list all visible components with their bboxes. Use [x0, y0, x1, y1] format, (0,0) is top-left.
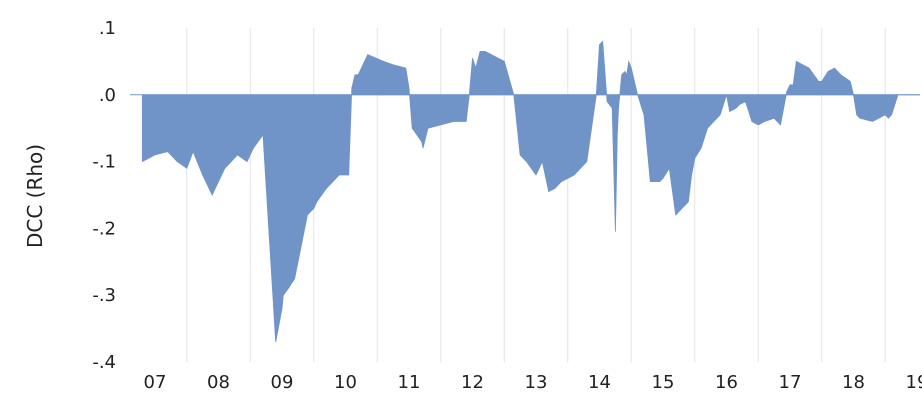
x-tick-label: 10: [334, 372, 357, 393]
x-tick-label: 18: [842, 372, 865, 393]
y-tick-label: -.3: [92, 285, 116, 306]
x-tick-label: 11: [398, 372, 421, 393]
y-tick-label: -.1: [92, 152, 116, 173]
x-tick-label: 12: [461, 372, 484, 393]
y-tick-label: .0: [99, 85, 116, 106]
x-tick-label: 09: [271, 372, 294, 393]
y-axis-ticks: .1 .0 -.1 -.2 -.3 -.4: [92, 18, 116, 373]
dcc-area-series: [141, 40, 920, 343]
x-tick-label: 17: [779, 372, 802, 393]
y-tick-label: -.2: [92, 218, 116, 239]
x-tick-label: 13: [525, 372, 548, 393]
x-tick-label: 14: [588, 372, 611, 393]
series-area: [130, 40, 920, 343]
x-axis-ticks: 07 08 09 10 11 12 13 14 15 16 17 18 19: [144, 372, 922, 393]
x-tick-label: 07: [144, 372, 167, 393]
x-tick-label: 08: [207, 372, 230, 393]
y-axis-title: DCC (Rho): [23, 144, 47, 248]
x-tick-label: 19: [906, 372, 922, 393]
x-tick-label: 16: [715, 372, 738, 393]
y-tick-label: .1: [99, 18, 116, 39]
y-tick-label: -.4: [92, 352, 116, 373]
x-tick-label: 15: [652, 372, 675, 393]
